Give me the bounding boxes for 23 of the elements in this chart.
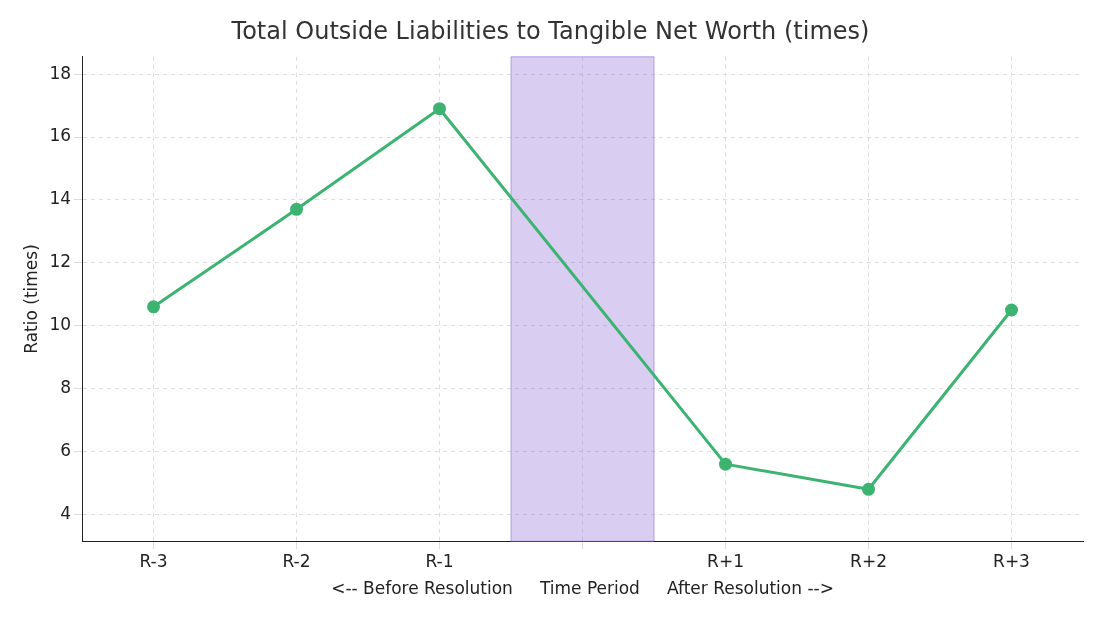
point: [1005, 303, 1018, 317]
chart-title: Total Outside Liabilities to Tangible Net Worth (times): [230, 16, 870, 45]
y-tick-label: 18: [49, 62, 72, 83]
y-tick-label: 6: [60, 439, 72, 460]
y-tick-label: 16: [49, 125, 72, 146]
y-tick-label: 14: [49, 188, 72, 209]
point: [433, 102, 447, 116]
y-tick-label: 10: [49, 314, 72, 335]
point: [147, 300, 161, 314]
x-tick-label: R+2: [850, 550, 887, 571]
y-tick-label: 12: [49, 251, 72, 272]
x-axis-title: <-- Before Resolution Time Period After Resolution -->: [331, 578, 834, 599]
point: [719, 457, 733, 471]
x-tick-label: R+1: [707, 550, 744, 571]
y-tick-label: 8: [60, 377, 72, 398]
x-tick-label: R-2: [282, 550, 311, 571]
x-tick-label: R-1: [425, 550, 454, 571]
x-tick-label: R+3: [993, 550, 1030, 571]
x-tick-label: R-3: [139, 550, 168, 571]
point: [290, 202, 304, 216]
y-tick-label: 4: [60, 502, 72, 523]
y-axis-title: Ratio (times): [20, 244, 41, 354]
point: [862, 482, 876, 496]
